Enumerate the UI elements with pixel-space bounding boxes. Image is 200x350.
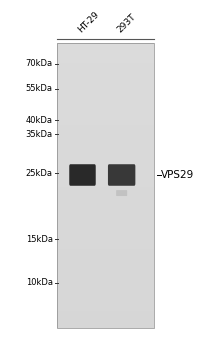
Text: 35kDa: 35kDa [26, 130, 53, 139]
Text: 10kDa: 10kDa [26, 278, 53, 287]
Text: 55kDa: 55kDa [26, 84, 53, 93]
Bar [57, 43, 154, 328]
FancyBboxPatch shape [116, 190, 127, 196]
Text: VPS29: VPS29 [161, 170, 194, 180]
Text: 25kDa: 25kDa [26, 169, 53, 178]
Text: 40kDa: 40kDa [26, 116, 53, 125]
Text: HT-29: HT-29 [76, 10, 101, 34]
Text: 293T: 293T [115, 12, 138, 34]
Text: 70kDa: 70kDa [26, 60, 53, 68]
FancyBboxPatch shape [69, 164, 96, 186]
FancyBboxPatch shape [108, 164, 135, 186]
Text: 15kDa: 15kDa [26, 235, 53, 244]
